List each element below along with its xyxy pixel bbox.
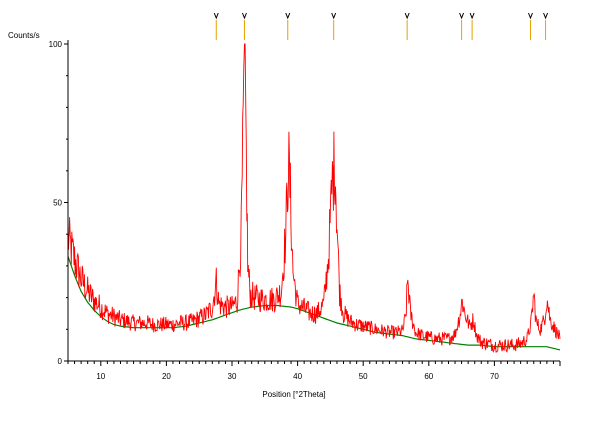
reference-marker-arrow: [404, 12, 410, 20]
x-tick-label: 40: [293, 372, 302, 381]
reference-marker-arrow: [241, 12, 247, 20]
reference-marker-arrow: [285, 12, 291, 20]
reference-marker-arrow: [469, 12, 475, 20]
x-tick-label: 30: [228, 372, 237, 381]
series-green-line: [67, 256, 561, 351]
series-group: [67, 43, 561, 353]
x-tick-label: 50: [359, 372, 368, 381]
x-axis-label: Position [°2Theta]: [262, 390, 325, 399]
x-tick-label: 70: [490, 372, 499, 381]
reference-marker-arrow: [543, 12, 549, 20]
series-red-line: [67, 43, 561, 353]
reference-marker-arrow: [459, 12, 465, 20]
reference-markers: [213, 12, 549, 40]
reference-marker-arrow: [331, 12, 337, 20]
x-tick-label: 10: [96, 372, 105, 381]
x-axis-ticks: 10 20 30 40 50 60 70: [67, 361, 561, 381]
y-axis-label: Counts/s: [8, 31, 40, 40]
reference-marker-arrow: [528, 12, 533, 20]
y-tick-label: 100: [49, 40, 63, 49]
y-axis-ticks: 0 50 100: [49, 40, 68, 366]
plot-area: [67, 43, 561, 353]
y-tick-label: 0: [58, 357, 63, 366]
y-tick-label: 50: [53, 199, 62, 208]
x-tick-label: 60: [424, 372, 433, 381]
x-tick-label: 20: [162, 372, 171, 381]
reference-marker-arrow: [213, 12, 219, 20]
